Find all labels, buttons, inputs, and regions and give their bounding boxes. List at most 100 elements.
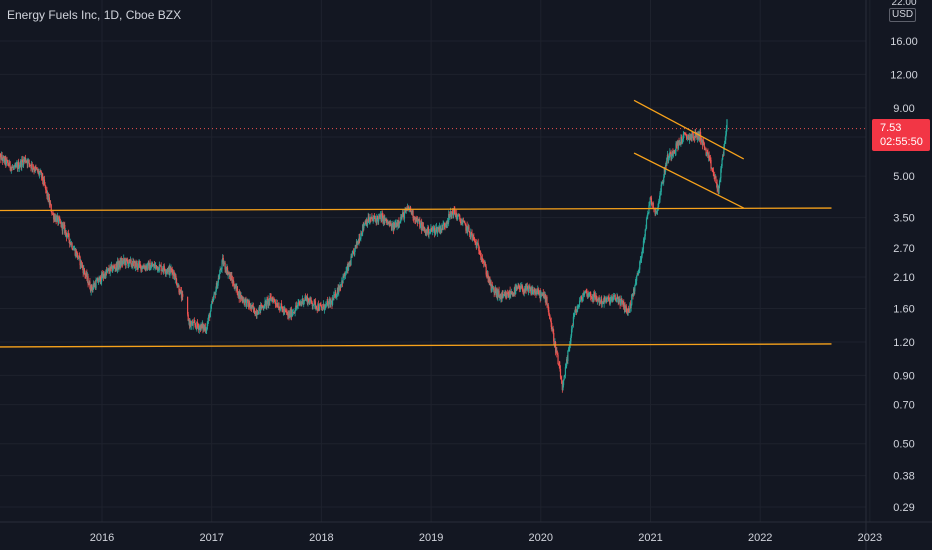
candle-body <box>3 157 6 163</box>
candle-body <box>566 359 568 362</box>
candle-body <box>81 264 84 268</box>
candle-body <box>224 262 226 270</box>
candle-body <box>249 302 251 307</box>
candle-body <box>421 225 423 231</box>
candle-body <box>671 152 673 156</box>
candle-body <box>300 302 302 304</box>
candle-body <box>517 285 519 289</box>
candle-body <box>166 270 168 272</box>
candle-body <box>187 314 189 321</box>
candle-body <box>124 260 126 262</box>
candle-body <box>642 249 644 252</box>
candle-body <box>240 295 242 299</box>
candle-body <box>237 291 240 297</box>
candle-body <box>472 236 474 237</box>
candle-body <box>336 294 338 297</box>
candle-body <box>341 280 344 284</box>
candle-body <box>518 286 520 289</box>
candle-body <box>566 359 568 367</box>
candle-body <box>499 294 501 299</box>
candle-body <box>568 347 570 350</box>
candle-body <box>427 227 429 234</box>
candle-body <box>37 169 39 173</box>
candle-body <box>493 287 495 294</box>
trendline-4 <box>633 152 745 209</box>
candle-body <box>461 222 463 224</box>
currency-label[interactable]: USD <box>889 8 917 22</box>
candle-body <box>380 214 382 222</box>
candle-body <box>641 251 643 256</box>
candle-body <box>618 299 620 303</box>
candle-body <box>319 304 321 306</box>
candle-body <box>680 136 683 144</box>
candle-body <box>477 242 479 246</box>
candle-body <box>169 266 172 273</box>
candle-body <box>24 157 26 160</box>
candle-body <box>447 220 449 223</box>
candle-body <box>60 222 62 227</box>
candle-body <box>263 307 265 309</box>
candle-body <box>446 223 448 225</box>
candle-body <box>366 220 368 225</box>
candle-body <box>126 260 129 262</box>
candle-body <box>655 212 657 215</box>
candle-body <box>508 290 511 298</box>
candle-body <box>136 263 138 268</box>
candle-body <box>348 263 350 266</box>
candle-body <box>57 216 59 224</box>
candle-body <box>337 287 339 294</box>
candle-body <box>265 300 267 307</box>
candle-body <box>536 290 538 294</box>
candle-body <box>650 197 653 203</box>
candle-body <box>439 226 441 233</box>
candle-body <box>331 298 334 305</box>
candle-body <box>528 287 530 289</box>
x-tick-label: 2021 <box>638 532 662 544</box>
candle-body <box>54 216 56 221</box>
candle-body <box>10 167 12 171</box>
candle-body <box>75 251 78 257</box>
candle-body <box>296 307 298 308</box>
candle-body <box>615 299 617 301</box>
candle-body <box>720 168 722 179</box>
candle-body <box>290 309 293 317</box>
candle-body <box>22 159 25 166</box>
candle-body <box>497 291 499 298</box>
candle-body <box>379 214 382 218</box>
candle-body <box>347 263 350 270</box>
candle-body <box>725 128 727 135</box>
candle-body <box>101 273 103 282</box>
candle-body <box>131 264 133 268</box>
candle-body <box>114 267 116 269</box>
candle-body <box>278 305 280 310</box>
candle-body <box>42 180 44 184</box>
candle-body <box>715 183 718 184</box>
candle-body <box>320 306 323 308</box>
candle-body <box>575 310 578 313</box>
candle-body <box>315 306 317 308</box>
candle-body <box>537 289 539 293</box>
candle-body <box>607 297 610 299</box>
candle-body <box>86 272 88 279</box>
candle-body <box>17 162 19 169</box>
candle-body <box>164 271 167 273</box>
candle-body <box>344 273 346 276</box>
candle-body <box>129 259 131 261</box>
candle-body <box>4 157 6 163</box>
candle-body <box>11 166 14 168</box>
candle-body <box>710 159 712 169</box>
candle-body <box>631 294 633 305</box>
candle-body <box>93 284 95 287</box>
candle-body <box>537 289 539 294</box>
candle-body <box>214 292 216 294</box>
candle-body <box>563 376 565 380</box>
candle-body <box>177 285 179 287</box>
candle-body <box>179 292 181 295</box>
candle-body <box>620 299 622 300</box>
candle-body <box>137 267 139 269</box>
candle-body <box>607 297 609 299</box>
candle-body <box>89 288 92 292</box>
candle-body <box>150 265 152 268</box>
candle-body <box>288 312 291 318</box>
